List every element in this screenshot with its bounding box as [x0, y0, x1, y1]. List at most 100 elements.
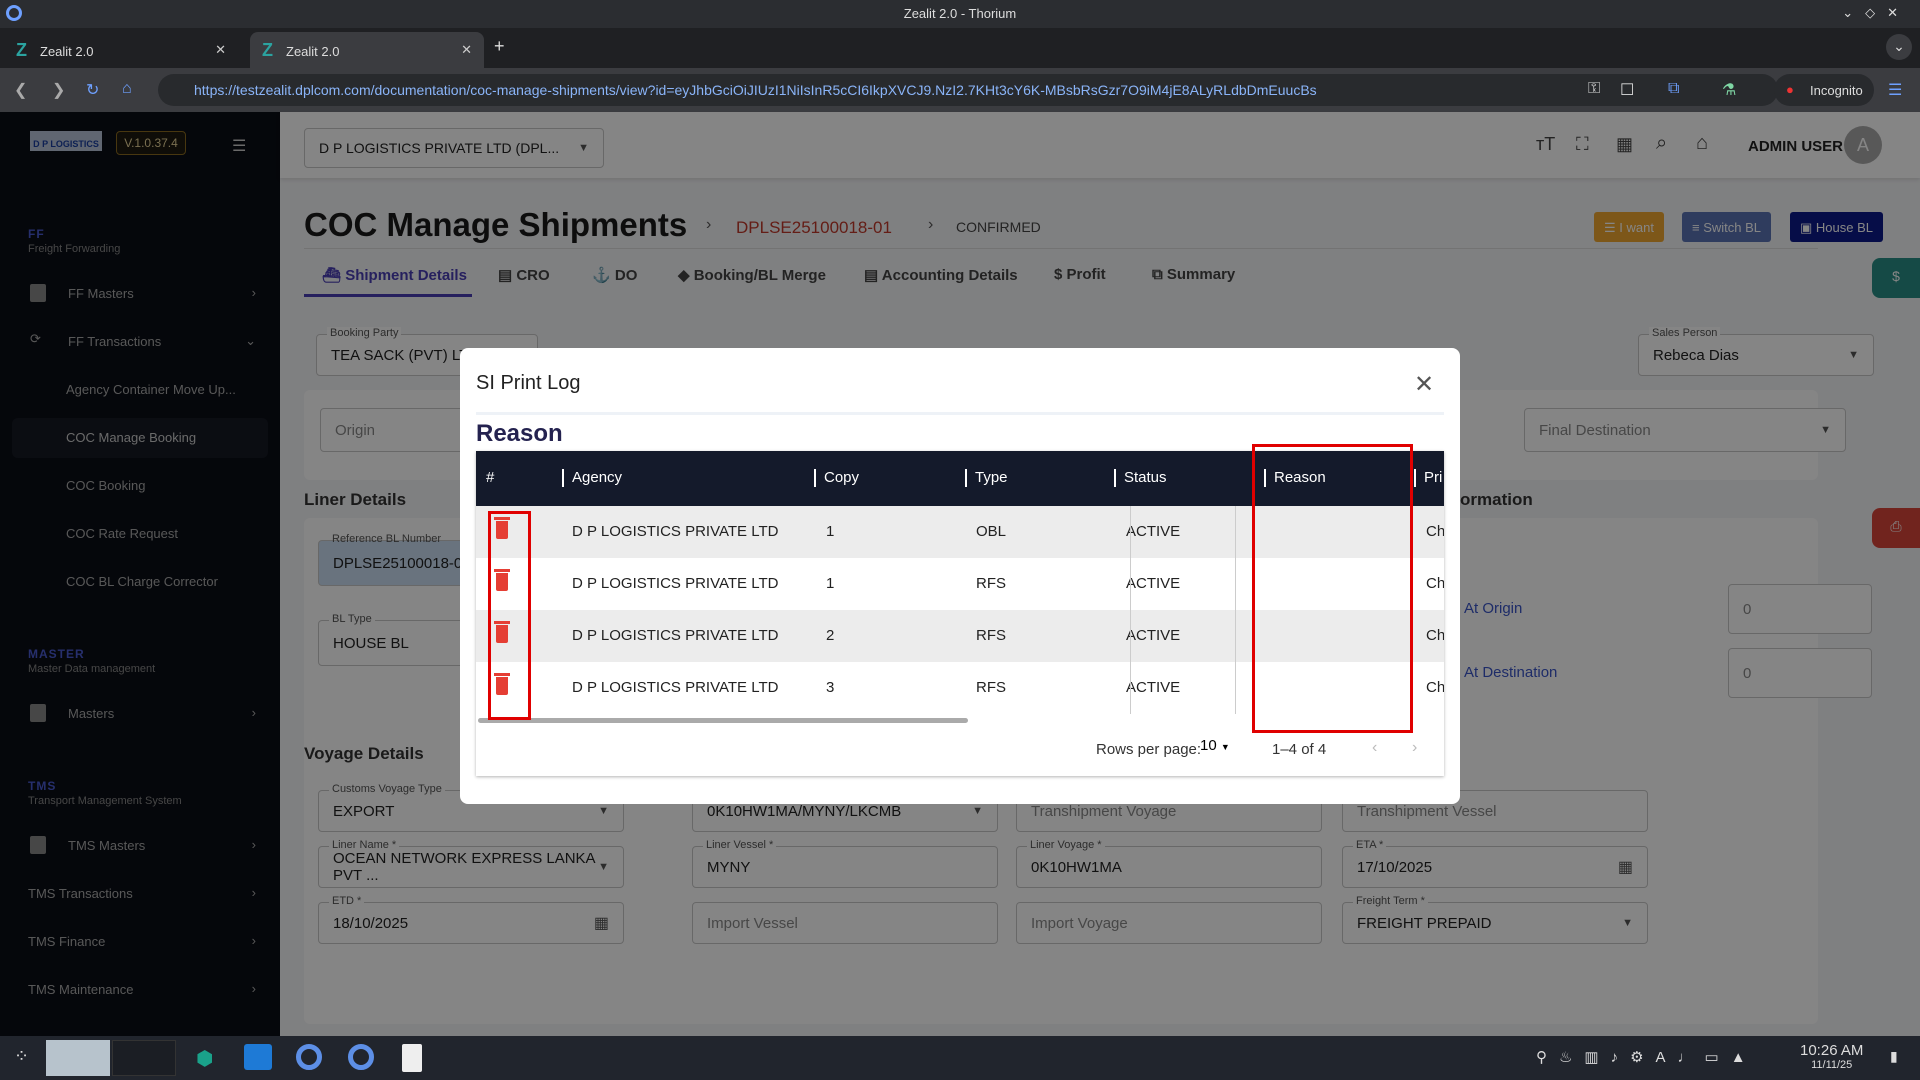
- sidebar-item-tms-transactions[interactable]: TMS Transactions ›: [28, 885, 256, 901]
- voyage-field[interactable]: ETD * 18/10/2025 ▦: [318, 895, 624, 944]
- rows-per-page-select[interactable]: 10 ▼: [1200, 737, 1230, 754]
- at-destination-label: At Destination: [1464, 664, 1558, 681]
- document-icon: [30, 704, 46, 722]
- flask-icon[interactable]: ⚗: [1722, 82, 1737, 99]
- window-title: Zealit 2.0 - Thorium: [903, 6, 1017, 21]
- app-icon-green[interactable]: ⬢: [196, 1048, 214, 1070]
- next-page-icon[interactable]: ›: [1412, 739, 1418, 756]
- window-titlebar: Zealit 2.0 - Thorium ⌄◇✕: [0, 0, 1920, 28]
- reason-input[interactable]: [1130, 662, 1236, 714]
- tab-summary[interactable]: ⧉ Summary: [1152, 266, 1236, 283]
- clock[interactable]: 10:26 AM 11/11/25: [1800, 1042, 1864, 1071]
- thorium-taskbar-icon[interactable]: [296, 1044, 322, 1070]
- incognito-badge[interactable]: ● Incognito: [1774, 74, 1874, 106]
- text-size-icon[interactable]: тT: [1536, 134, 1556, 154]
- sidebar-item-tms-finance[interactable]: TMS Finance ›: [28, 933, 256, 949]
- switch-bl-button[interactable]: ≡ Switch BL: [1682, 212, 1772, 242]
- voyage-field[interactable]: Liner Vessel * MYNY: [692, 839, 998, 888]
- sidebar-item-coc-bl-charge-corrector[interactable]: COC BL Charge Corrector: [66, 574, 218, 589]
- browser-tab[interactable]: Z Zealit 2.0 ✕: [4, 32, 238, 68]
- at-origin-label: At Origin: [1464, 600, 1523, 617]
- sidebar-item-ff-masters[interactable]: FF Masters ›: [12, 274, 268, 314]
- system-tray-icons[interactable]: ⚲♨▥♪⚙A♩▭▲: [1536, 1049, 1758, 1066]
- tab-profit[interactable]: $ Profit: [1054, 266, 1106, 283]
- home-icon[interactable]: ⌂: [1696, 132, 1709, 154]
- sidebar-item-tms-masters[interactable]: TMS Masters ›: [12, 826, 268, 866]
- reason-input[interactable]: [1130, 610, 1236, 662]
- tab-booking-bl-merge[interactable]: ◆ Booking/BL Merge: [678, 267, 826, 284]
- avatar[interactable]: A: [1844, 126, 1882, 164]
- sidebar-item-coc-booking[interactable]: COC Booking: [66, 478, 146, 493]
- url-input[interactable]: https://testzealit.dplcom.com/documentat…: [158, 74, 1778, 106]
- sidebar-item-agency-container-move[interactable]: Agency Container Move Up...: [66, 382, 236, 397]
- thorium-taskbar-icon[interactable]: [348, 1044, 374, 1070]
- window-controls[interactable]: ⌄◇✕: [1842, 5, 1910, 20]
- final-destination-select[interactable]: Final Destination ▼: [1524, 408, 1846, 452]
- sidebar-item-tms-maintenance[interactable]: TMS Maintenance ›: [28, 981, 256, 997]
- menu-icon[interactable]: ☰: [1888, 82, 1903, 99]
- company-select[interactable]: D P LOGISTICS PRIVATE LTD (DPL... ▼: [304, 128, 604, 168]
- bookmark-icon[interactable]: ☐: [1620, 82, 1635, 99]
- sidebar-item-masters[interactable]: Masters ›: [12, 694, 268, 734]
- sidebar-item-coc-manage-booking[interactable]: COC Manage Booking: [12, 418, 268, 458]
- app-launcher-icon[interactable]: ⁘: [14, 1046, 30, 1066]
- close-tab-icon[interactable]: ✕: [215, 42, 226, 57]
- at-destination-input[interactable]: 0: [1728, 648, 1872, 698]
- house-bl-button[interactable]: ▣ House BL: [1790, 212, 1883, 242]
- new-tab-button[interactable]: +: [494, 36, 505, 56]
- desktop-pager-1[interactable]: [46, 1040, 110, 1076]
- delete-icon[interactable]: [494, 569, 510, 591]
- previous-page-icon[interactable]: ‹: [1372, 739, 1378, 756]
- tab-cro[interactable]: ▤ CRO: [498, 267, 550, 284]
- apps-icon[interactable]: ▦: [1616, 134, 1634, 154]
- fullscreen-icon[interactable]: ⛶: [1576, 134, 1589, 154]
- close-icon[interactable]: ✕: [1414, 371, 1435, 398]
- reload-icon[interactable]: ↻: [86, 82, 100, 99]
- at-origin-input[interactable]: 0: [1728, 584, 1872, 634]
- extensions-icon[interactable]: ⧉: [1668, 80, 1680, 97]
- show-desktop-icon[interactable]: ▮: [1890, 1048, 1898, 1064]
- horizontal-scrollbar[interactable]: [478, 718, 968, 723]
- voyage-field[interactable]: Import Voyage: [1016, 902, 1322, 944]
- tab-shipment-details[interactable]: ⛴ Shipment Details: [322, 267, 467, 284]
- sidebar-item-ff-transactions[interactable]: ⟳ FF Transactions ⌄: [30, 331, 256, 349]
- delete-icon[interactable]: [494, 517, 510, 539]
- address-bar-row: ❮ ❯ ↻ ⌂ https://testzealit.dplcom.com/do…: [0, 68, 1920, 112]
- reason-input[interactable]: [1130, 506, 1236, 558]
- bl-type-field[interactable]: BL Type HOUSE BL: [318, 613, 498, 666]
- voyage-field[interactable]: Import Vessel: [692, 902, 998, 944]
- i-want-button[interactable]: ☰ I want: [1594, 212, 1664, 242]
- hamburger-menu-icon[interactable]: ☰: [232, 138, 247, 155]
- profit-float-button[interactable]: $: [1872, 258, 1920, 298]
- tab-search-button[interactable]: ⌄: [1886, 34, 1912, 60]
- caret-down-icon: ▼: [598, 805, 609, 817]
- column-header-printed: Pri: [1414, 469, 1442, 487]
- voyage-field[interactable]: Liner Name * OCEAN NETWORK EXPRESS LANKA …: [318, 839, 624, 888]
- back-icon[interactable]: ❮: [14, 82, 28, 99]
- reason-input[interactable]: [1130, 558, 1236, 610]
- browser-tab-active[interactable]: Z Zealit 2.0 ✕: [250, 32, 484, 68]
- key-icon[interactable]: ⚿: [1588, 80, 1601, 97]
- close-tab-icon[interactable]: ✕: [461, 42, 472, 57]
- tab-do[interactable]: ⚓ DO: [592, 267, 638, 284]
- voyage-field[interactable]: Freight Term * FREIGHT PREPAID ▼: [1342, 895, 1648, 944]
- file-manager-icon[interactable]: [244, 1044, 272, 1070]
- chevron-right-icon: ›: [251, 285, 256, 300]
- copy-cell: 1: [826, 575, 835, 592]
- home-icon[interactable]: ⌂: [122, 80, 132, 97]
- print-float-button[interactable]: ⎙: [1872, 508, 1920, 548]
- text-editor-icon[interactable]: [402, 1044, 422, 1072]
- search-icon[interactable]: ⌕: [1656, 132, 1668, 154]
- sidebar-item-coc-rate-request[interactable]: COC Rate Request: [66, 526, 178, 541]
- desktop-pager-2[interactable]: [112, 1040, 176, 1076]
- table-row: D P LOGISTICS PRIVATE LTD 2 RFS ACTIVE C…: [476, 610, 1444, 662]
- voyage-field[interactable]: ETA * 17/10/2025 ▦: [1342, 839, 1648, 888]
- tab-accounting-details[interactable]: ▤ Accounting Details: [864, 267, 1018, 284]
- forward-icon[interactable]: ❯: [52, 82, 66, 99]
- sales-person-select[interactable]: Sales Person Rebeca Dias ▼: [1638, 327, 1874, 376]
- voyage-field[interactable]: Liner Voyage * 0K10HW1MA: [1016, 839, 1322, 888]
- tab-label: Zealit 2.0: [40, 44, 94, 59]
- company-logo: D P LOGISTICS: [30, 131, 102, 151]
- delete-icon[interactable]: [494, 621, 510, 643]
- delete-icon[interactable]: [494, 673, 510, 695]
